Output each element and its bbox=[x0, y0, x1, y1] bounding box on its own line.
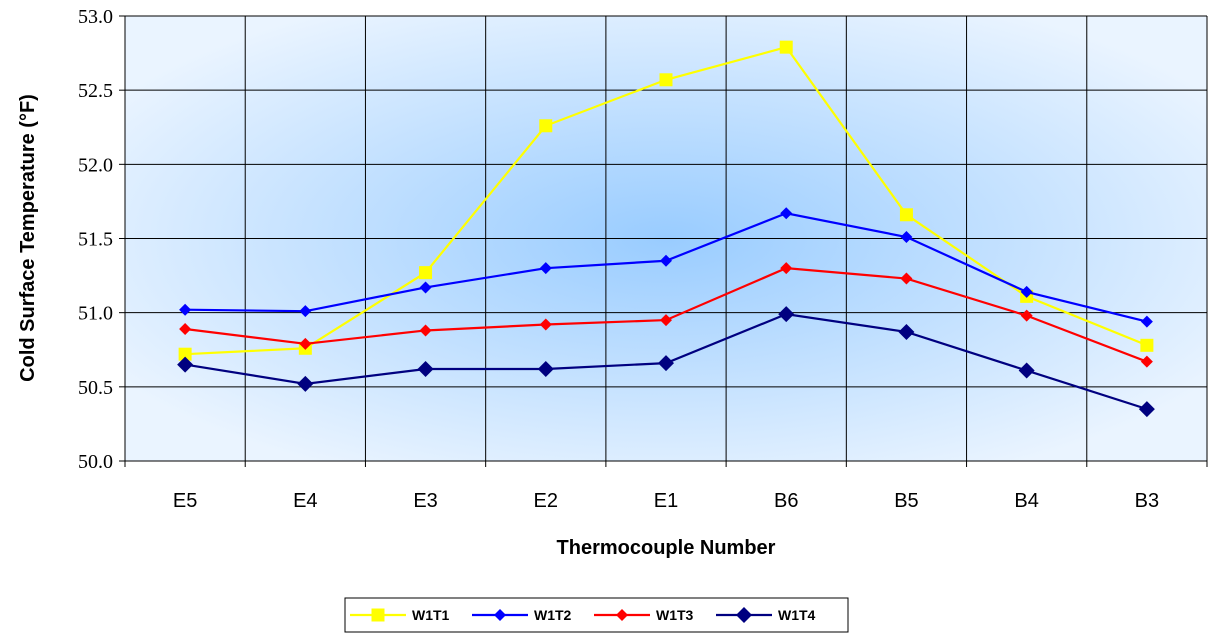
y-tick-label: 52.0 bbox=[78, 154, 113, 176]
data-point-w1t3 bbox=[780, 262, 793, 275]
legend-label-w1t1: W1T1 bbox=[412, 607, 450, 623]
y-tick-label: 52.5 bbox=[78, 80, 113, 102]
data-point-w1t2 bbox=[780, 207, 793, 220]
data-point-w1t4 bbox=[1018, 362, 1035, 379]
x-tick-label: B4 bbox=[1014, 490, 1038, 512]
data-point-w1t4 bbox=[778, 306, 795, 323]
data-point-w1t3 bbox=[900, 272, 913, 285]
data-point-w1t2 bbox=[900, 231, 913, 244]
legend-label-w1t4: W1T4 bbox=[778, 607, 816, 623]
y-tick-labels: 50.0 50.5 51.0 51.5 52.0 52.5 53.0 bbox=[78, 6, 113, 473]
x-tick-labels: E5 E4 E3 E2 E1 B6 B5 B4 B3 bbox=[173, 490, 1159, 512]
legend-marker-w1t3 bbox=[616, 609, 628, 621]
x-axis-title: Thermocouple Number bbox=[557, 537, 776, 559]
legend: W1T1 W1T2 W1T3 W1T4 bbox=[344, 597, 849, 633]
axes bbox=[119, 15, 1208, 467]
data-point-w1t3 bbox=[299, 337, 312, 350]
series-w1t4 bbox=[177, 306, 1155, 418]
data-point-w1t4 bbox=[658, 355, 674, 372]
y-tick-label: 50.5 bbox=[78, 377, 113, 399]
data-point-w1t1 bbox=[1140, 338, 1154, 352]
series-group bbox=[177, 40, 1155, 418]
x-tick-label: B6 bbox=[774, 490, 798, 512]
series-w1t2 bbox=[179, 207, 1153, 328]
data-point-w1t1 bbox=[419, 266, 433, 280]
data-point-w1t2 bbox=[299, 305, 312, 318]
data-point-w1t3 bbox=[419, 324, 432, 337]
data-point-w1t4 bbox=[177, 356, 194, 373]
y-tick-label: 50.0 bbox=[78, 451, 113, 473]
data-point-w1t1 bbox=[178, 347, 192, 361]
data-point-w1t3 bbox=[660, 314, 672, 327]
x-tick-label: E4 bbox=[293, 490, 317, 512]
x-tick-label: E5 bbox=[173, 490, 197, 512]
data-point-w1t1 bbox=[899, 208, 913, 222]
data-point-w1t2 bbox=[660, 254, 672, 267]
data-point-w1t4 bbox=[898, 323, 915, 340]
data-point-w1t2 bbox=[179, 303, 192, 316]
data-point-w1t3 bbox=[179, 322, 192, 335]
legend-label-w1t3: W1T3 bbox=[656, 607, 694, 623]
data-point-w1t2 bbox=[539, 262, 552, 275]
data-point-w1t3 bbox=[1140, 355, 1153, 368]
data-point-w1t3 bbox=[539, 318, 552, 331]
y-tick-label: 51.5 bbox=[78, 229, 113, 251]
legend-marker-w1t1 bbox=[371, 608, 385, 622]
legend-label-w1t2: W1T2 bbox=[534, 607, 572, 623]
data-point-w1t2 bbox=[419, 281, 432, 294]
series-w1t3 bbox=[179, 262, 1153, 368]
data-point-w1t4 bbox=[297, 375, 314, 392]
data-point-w1t4 bbox=[1138, 401, 1155, 418]
data-point-w1t1 bbox=[779, 40, 793, 54]
legend-marker-w1t4 bbox=[736, 607, 752, 623]
y-tick-label: 53.0 bbox=[78, 6, 113, 28]
x-tick-label: E1 bbox=[654, 490, 678, 512]
x-tick-label: E3 bbox=[413, 490, 437, 512]
data-point-w1t2 bbox=[1020, 285, 1033, 298]
data-point-w1t4 bbox=[537, 361, 554, 378]
y-tick-label: 51.0 bbox=[78, 303, 113, 325]
data-point-w1t2 bbox=[1140, 315, 1153, 328]
legend-marker-w1t2 bbox=[494, 609, 506, 621]
data-point-w1t1 bbox=[539, 119, 553, 133]
y-axis-title: Cold Surface Temperature (°F) bbox=[17, 94, 39, 382]
x-tick-label: B3 bbox=[1135, 490, 1159, 512]
data-point-w1t1 bbox=[659, 73, 673, 87]
x-tick-label: E2 bbox=[534, 490, 558, 512]
data-point-w1t4 bbox=[417, 361, 434, 378]
x-tick-label: B5 bbox=[894, 490, 918, 512]
data-point-w1t3 bbox=[1020, 309, 1033, 322]
